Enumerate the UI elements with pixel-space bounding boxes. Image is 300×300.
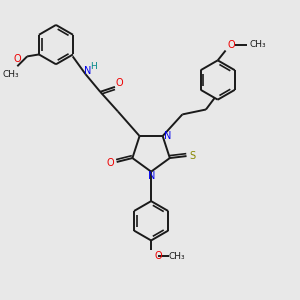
Text: O: O bbox=[14, 54, 21, 64]
Text: H: H bbox=[90, 62, 97, 71]
Text: O: O bbox=[154, 251, 162, 261]
Text: CH₃: CH₃ bbox=[2, 70, 19, 79]
Text: N: N bbox=[148, 171, 156, 181]
Text: N: N bbox=[164, 131, 171, 141]
Text: CH₃: CH₃ bbox=[168, 252, 185, 261]
Text: O: O bbox=[115, 78, 123, 88]
Text: S: S bbox=[189, 151, 196, 161]
Text: N: N bbox=[84, 66, 91, 76]
Text: O: O bbox=[107, 158, 115, 168]
Text: O: O bbox=[228, 40, 235, 50]
Text: CH₃: CH₃ bbox=[250, 40, 266, 49]
